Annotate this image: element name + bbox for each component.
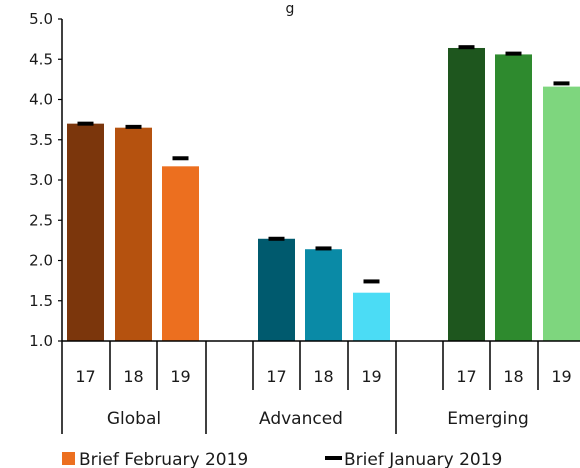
- x-group-label: Emerging: [447, 409, 529, 429]
- x-tick-label: 18: [503, 367, 523, 386]
- legend-label-february: Brief February 2019: [79, 450, 248, 468]
- marker-advanced-17: [268, 236, 285, 241]
- bar-global-19: [162, 166, 199, 341]
- chart-title-fragment: g: [286, 1, 295, 17]
- legend: Brief February 2019 Brief January 2019: [62, 450, 502, 468]
- y-tick-label: 2.5: [29, 211, 53, 229]
- x-group-label: Global: [107, 409, 161, 429]
- x-tick-label: 17: [75, 367, 95, 386]
- bar-advanced-19: [353, 292, 390, 341]
- bar-global-18: [115, 127, 152, 341]
- marker-global-19: [172, 156, 189, 161]
- y-tick-label: 1.5: [29, 292, 53, 310]
- bar-emerging-18: [495, 54, 532, 342]
- y-tick-label: 1.0: [29, 332, 53, 350]
- x-tick-label: 17: [266, 367, 286, 386]
- legend-marker-january: [325, 456, 342, 460]
- legend-swatch-bars: [62, 452, 75, 465]
- bar-emerging-19: [543, 86, 580, 342]
- marker-emerging-18: [505, 51, 522, 56]
- x-group-label: Advanced: [259, 409, 343, 429]
- marker-global-18: [125, 124, 142, 129]
- x-tick-label: 17: [456, 367, 476, 386]
- x-tick-label: 19: [170, 367, 190, 386]
- marker-advanced-19: [363, 279, 380, 284]
- x-tick-label: 18: [123, 367, 143, 386]
- legend-label-january: Brief January 2019: [344, 450, 502, 468]
- y-tick-label: 5.0: [29, 10, 53, 28]
- marker-emerging-19: [553, 81, 570, 86]
- x-tick-label: 18: [313, 367, 333, 386]
- marker-advanced-18: [315, 246, 332, 251]
- y-tick-label: 4.5: [29, 50, 53, 68]
- bar-advanced-18: [305, 249, 342, 341]
- bar-advanced-17: [258, 238, 295, 341]
- x-tick-label: 19: [551, 367, 571, 386]
- y-tick-label: 3.5: [29, 131, 53, 149]
- bar-global-17: [67, 123, 104, 342]
- y-tick-label: 2.0: [29, 252, 53, 270]
- marker-emerging-17: [458, 45, 475, 50]
- y-tick-label: 4.0: [29, 91, 53, 109]
- bar-emerging-17: [448, 47, 485, 341]
- y-tick-label: 3.0: [29, 171, 53, 189]
- x-tick-label: 19: [361, 367, 381, 386]
- marker-global-17: [77, 121, 94, 126]
